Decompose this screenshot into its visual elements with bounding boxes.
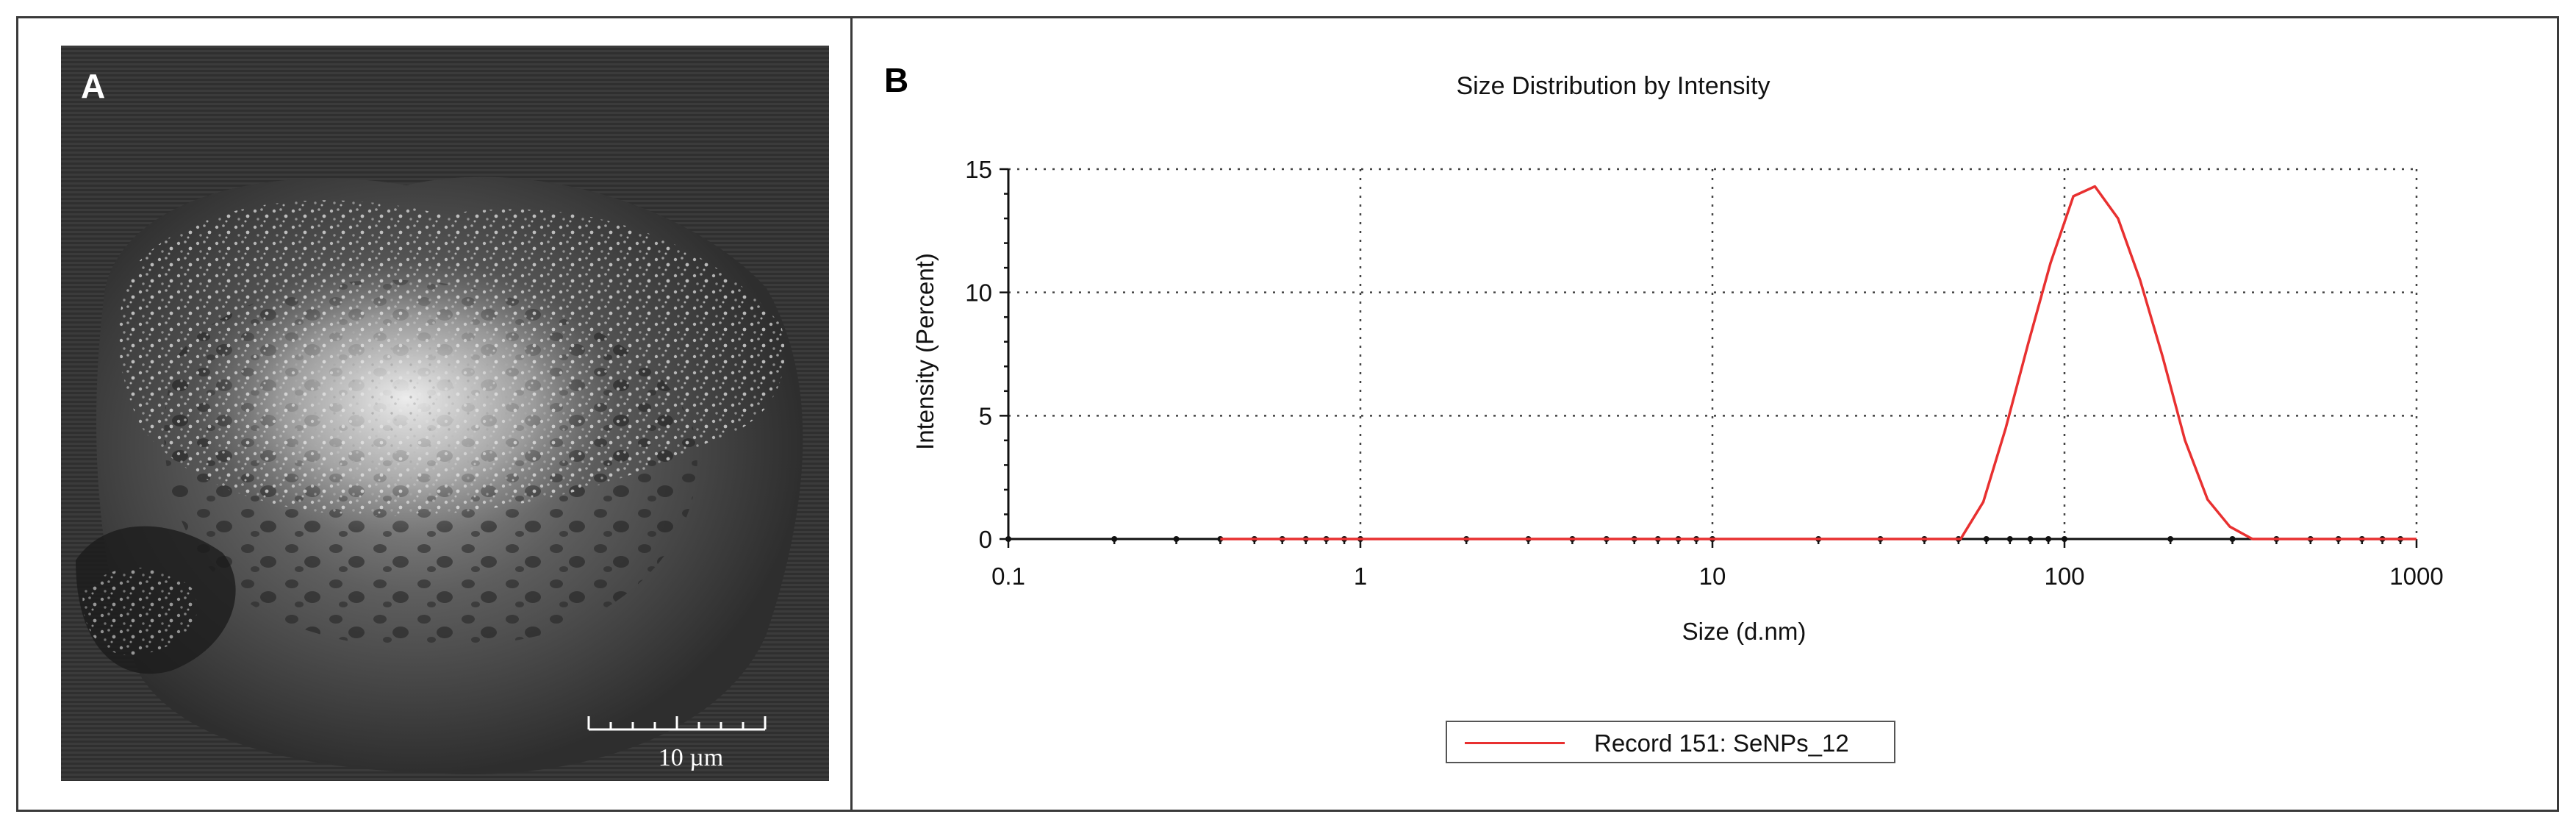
grid-lines [1008, 168, 2418, 539]
series-line-record-151 [1220, 185, 2417, 540]
legend-swatch [1465, 742, 1565, 744]
x-axis-tick-dot [2167, 536, 2174, 542]
axes [1007, 169, 2417, 540]
x-axis-tick-dot [2027, 536, 2034, 542]
tick-marks [1000, 168, 2418, 548]
x-axis-tick-dot [1983, 536, 1990, 542]
x-tick-label: 0.1 [991, 563, 1025, 590]
x-axis-tick-dot [1217, 536, 1224, 542]
scale-bar [587, 716, 767, 731]
sem-micrograph [61, 46, 829, 781]
panel-b-label: B [884, 61, 909, 99]
y-tick-label: 10 [965, 279, 992, 307]
x-axis-tick-dot [1173, 536, 1180, 542]
y-tick-label: 0 [979, 526, 992, 553]
legend: Record 151: SeNPs_12 [1446, 721, 1895, 763]
y-axis-label: Intensity (Percent) [911, 253, 939, 450]
scale-bar-label: 10 µm [658, 744, 724, 771]
chart-title: Size Distribution by Intensity [1456, 72, 1770, 100]
x-tick-label: 1 [1354, 563, 1367, 590]
tick-labels: 0.1 1 10 100 1000 0 5 10 15 [965, 156, 2443, 590]
x-tick-label: 100 [2044, 563, 2084, 590]
x-axis-tick-dot [2062, 536, 2067, 542]
panel-a-label: A [81, 67, 106, 105]
x-axis-tick-dot [1111, 536, 1118, 542]
x-tick-label: 10 [1699, 563, 1726, 590]
x-axis-tick-dot [2045, 536, 2052, 542]
x-axis-tick-dot [2006, 536, 2013, 542]
x-axis-label: Size (d.nm) [1682, 618, 1807, 645]
x-axis-tick-dot [2229, 536, 2236, 542]
panel-divider [850, 16, 853, 812]
sem-image-drawing [61, 46, 829, 781]
legend-entry-label: Record 151: SeNPs_12 [1594, 729, 1849, 757]
y-tick-label: 15 [965, 156, 992, 183]
series-lines [1220, 185, 2417, 540]
y-tick-label: 5 [979, 402, 992, 429]
x-tick-label: 1000 [2389, 563, 2443, 590]
